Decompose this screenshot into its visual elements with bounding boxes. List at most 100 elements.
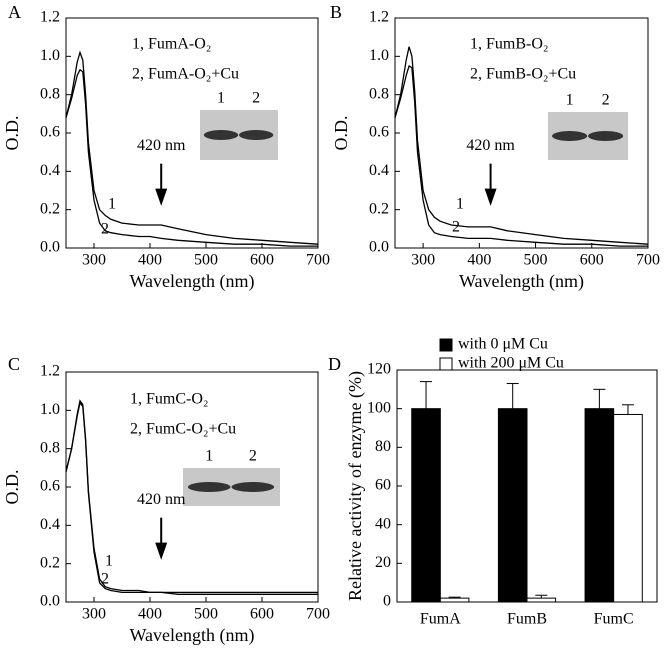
y-tick-label: 80 [375,438,391,455]
x-tick-label: FumC [594,611,634,628]
spectrum-line [65,399,318,594]
y-tick-label: 0.0 [40,593,60,610]
y-tick-label: 1.2 [40,363,60,380]
x-tick-label: FumA [420,611,461,628]
spectrum-line [65,401,318,595]
y-axis-label: O.D. [2,116,22,151]
gel-lane-label: 2 [249,448,257,465]
bar [411,408,441,603]
gel-band [588,131,624,141]
gel-lane-label: 1 [566,92,574,109]
y-tick-label: 100 [367,399,391,416]
x-tick-label: 600 [580,252,604,269]
arrow-head [155,188,168,206]
y-tick-label: 0.0 [40,239,60,256]
curve-label: 1 [456,196,464,213]
curve-label: 1 [105,553,113,570]
x-tick-label: 600 [250,606,274,623]
y-tick-label: 1.2 [369,9,389,26]
spectrum-line [65,68,318,247]
y-tick-label: 0.6 [40,124,60,141]
y-tick-label: 1.0 [40,401,60,418]
panel-label: A [8,2,21,22]
y-axis-label: O.D. [331,116,351,151]
y-tick-label: 1.0 [369,47,389,64]
legend-entry: with 200 μM Cu [458,355,564,372]
legend-swatch [439,357,453,371]
x-tick-label: 500 [194,606,218,623]
panel-label: C [8,354,20,374]
gel-band [203,130,239,140]
gel-band [552,131,588,141]
gel-band [187,482,231,492]
y-tick-label: 0.4 [40,516,60,533]
x-tick-label: 600 [250,252,274,269]
y-axis-label: O.D. [2,470,22,505]
x-tick-label: 500 [194,252,218,269]
x-tick-label: FumB [507,611,547,628]
x-axis-label: Wavelength (nm) [129,625,254,646]
legend-entry: 2, FumA-O₂+Cu [132,66,239,83]
y-axis-label: Relative activity of enzyme (%) [345,371,366,601]
x-axis-label: Wavelength (nm) [459,271,584,292]
x-tick-label: 700 [636,252,660,269]
spectrum-line [394,46,649,245]
legend-entry: 1, FumB-O₂ [470,36,548,53]
legend-entry: 1, FumC-O₂ [130,391,208,408]
gel-lane-label: 1 [205,448,213,465]
y-tick-label: 1.2 [40,9,60,26]
bar [613,413,643,603]
x-tick-label: 400 [138,252,162,269]
legend-entry: 2, FumB-O₂+Cu [470,66,576,83]
annotation: 420 nm [137,491,186,508]
arrow-head [155,542,168,560]
bar [526,597,557,603]
x-tick-label: 300 [82,606,106,623]
legend-swatch [439,338,453,352]
y-tick-label: 120 [367,361,391,378]
curve-label: 2 [452,219,460,236]
x-tick-label: 400 [467,252,491,269]
spectrum-line [65,50,319,245]
y-tick-label: 20 [375,554,391,571]
spectrum-line [394,64,648,247]
y-tick-label: 60 [375,477,391,494]
y-tick-label: 0.8 [369,85,389,102]
y-tick-label: 0.6 [369,124,389,141]
x-tick-label: 300 [82,252,106,269]
bar [497,408,528,603]
legend-entry: 1, FumA-O₂ [132,36,211,53]
y-tick-label: 40 [375,515,391,532]
bar [439,597,470,603]
curve-label: 2 [101,571,109,588]
x-tick-label: 700 [306,252,330,269]
annotation: 420 nm [137,137,186,154]
y-tick-label: 0 [383,593,391,610]
gel-lane-label: 2 [252,90,260,107]
x-tick-label: 300 [411,252,435,269]
legend-entry: 2, FumC-O₂+Cu [130,421,236,438]
y-tick-label: 0.8 [40,85,60,102]
curve-label: 2 [101,221,109,238]
x-tick-label: 700 [306,606,330,623]
x-tick-label: 400 [138,606,162,623]
y-tick-label: 1.0 [40,47,60,64]
panel-label: B [330,2,342,22]
gel-band [239,130,274,140]
y-tick-label: 0.2 [40,554,60,571]
bar [584,408,615,603]
x-axis-label: Wavelength (nm) [129,271,254,292]
y-tick-label: 0.4 [369,162,389,179]
y-tick-label: 0.2 [369,200,389,217]
y-tick-label: 0.8 [40,439,60,456]
y-tick-label: 0.0 [369,239,389,256]
arrow-head [484,188,497,206]
gel-band [231,482,275,492]
annotation: 420 nm [466,137,515,154]
y-tick-label: 0.2 [40,200,60,217]
curve-label: 1 [108,196,116,213]
legend-entry: with 0 μM Cu [458,336,548,353]
x-tick-label: 500 [524,252,548,269]
y-tick-label: 0.6 [40,478,60,495]
